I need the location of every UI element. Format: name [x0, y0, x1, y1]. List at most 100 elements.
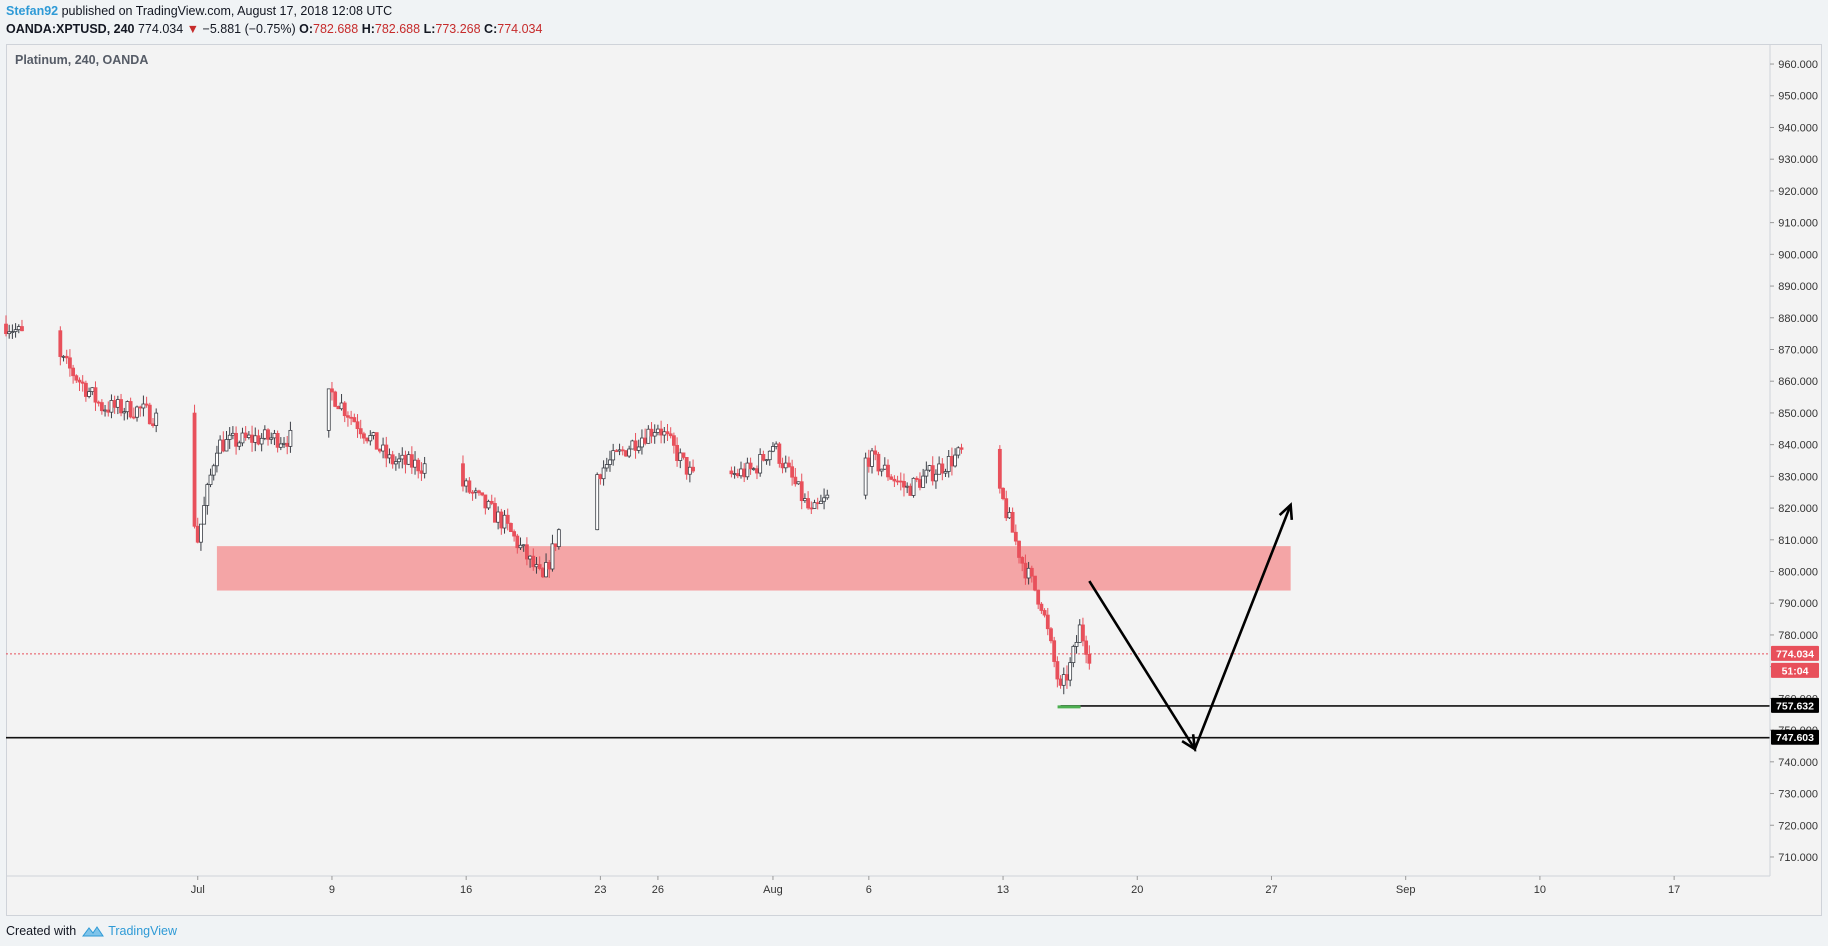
candle-down [151, 423, 155, 426]
candle-down [873, 450, 878, 455]
candle-up [199, 523, 203, 543]
candle-up [812, 502, 817, 509]
candle-up [278, 443, 283, 448]
candle-down [195, 525, 200, 543]
candle-down [505, 514, 510, 524]
y-tick-label: 730.000 [1778, 789, 1818, 801]
high-label: H: [361, 22, 375, 36]
candle-down [144, 403, 149, 406]
candle-down [467, 480, 472, 493]
candle-down [147, 404, 152, 425]
candle-down [266, 429, 270, 440]
candle-up [818, 500, 823, 505]
candle-up [739, 468, 743, 477]
projection-path [1088, 504, 1292, 753]
candle-down [540, 568, 545, 578]
candle-down [755, 468, 759, 474]
candle-down [742, 468, 747, 478]
candle-up [646, 428, 651, 444]
candle-down [1036, 589, 1041, 605]
candle-up [288, 429, 293, 447]
x-tick-label: Aug [763, 884, 783, 896]
candle-up [7, 331, 12, 335]
candle-up [61, 355, 66, 358]
candle-down [390, 454, 395, 465]
candle-up [652, 432, 657, 437]
y-tick-label: 890.000 [1778, 281, 1818, 293]
candle-up [272, 433, 277, 439]
candle-down [876, 453, 881, 472]
candle-up [783, 462, 788, 469]
candle-down [71, 367, 76, 377]
y-tick-label: 780.000 [1778, 630, 1818, 642]
candle-up [205, 484, 210, 506]
candle-down [58, 330, 63, 357]
candle-down [675, 444, 679, 461]
y-tick-label: 740.000 [1778, 757, 1818, 769]
x-tick-label: 27 [1265, 884, 1277, 896]
candle-up [518, 544, 523, 549]
candle-down [668, 433, 673, 437]
candle-down [1001, 487, 1005, 500]
y-tick-label: 720.000 [1778, 820, 1818, 832]
candle-down [1081, 624, 1085, 642]
countdown-tag [1771, 662, 1819, 678]
tradingview-link[interactable]: TradingView [82, 924, 177, 938]
candle-up [953, 454, 958, 467]
candle-up [259, 437, 264, 445]
candle-up [767, 450, 772, 461]
candle-up [262, 429, 267, 439]
candle-down [895, 480, 900, 483]
resistance-zone [216, 546, 1291, 591]
candle-down [1033, 575, 1037, 591]
candle-up [937, 463, 942, 475]
x-tick-label: Sep [1396, 884, 1416, 896]
candle-up [400, 454, 405, 460]
candle-down [416, 459, 421, 472]
candle-up [521, 544, 526, 547]
candle-down [355, 421, 360, 430]
candle-up [528, 555, 532, 560]
candle-down [790, 466, 795, 478]
candle-up [556, 529, 561, 547]
candle-down [1023, 562, 1028, 579]
author-link[interactable]: Stefan92 [6, 4, 59, 18]
candle-down [735, 473, 740, 477]
quote-line: OANDA:XPTUSD, 240 774.034 ▼ −5.881 (−0.7… [6, 21, 1822, 39]
time-axis: Jul 9 16 23 26 Aug 6 13 20 27 Sep 10 17 [6, 875, 1770, 896]
candle-down [643, 437, 648, 444]
candle-up [215, 452, 219, 467]
candle-up [13, 329, 18, 332]
candle-up [1071, 646, 1076, 664]
chart-header: Stefan92 published on TradingView.com, A… [6, 3, 1822, 39]
candle-up [544, 562, 548, 578]
candle-up [687, 466, 692, 475]
footer: Created with TradingView [6, 920, 177, 942]
candle-up [87, 391, 91, 397]
candle-up [1026, 567, 1031, 579]
candle-down [1042, 610, 1047, 616]
candle-down [780, 463, 785, 469]
candle-down [889, 476, 894, 480]
candle-up [387, 454, 392, 459]
candle-up [135, 406, 139, 418]
open-label: O: [299, 22, 314, 36]
candle-up [678, 452, 683, 461]
candle-down [80, 381, 85, 384]
candle-up [751, 468, 756, 471]
candle-down [285, 442, 290, 447]
candle-up [122, 411, 127, 414]
candle-down [598, 474, 603, 480]
x-tick-label: 20 [1131, 884, 1143, 896]
candle-up [502, 514, 507, 529]
candle-down [346, 415, 350, 418]
candle-down [997, 448, 1002, 489]
candle-down [1065, 674, 1069, 681]
candle-down [1087, 653, 1092, 664]
candle-up [608, 459, 612, 465]
candle-down [377, 448, 382, 452]
candle-up [253, 435, 258, 443]
candle-up [911, 477, 916, 496]
last-price-tag-label: 774.034 [1776, 648, 1814, 660]
